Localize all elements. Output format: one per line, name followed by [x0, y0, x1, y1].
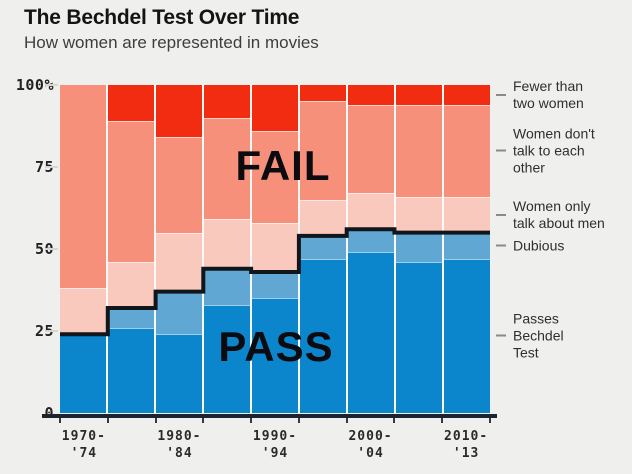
- bar-segment: [204, 219, 250, 269]
- bar-segment: [108, 308, 154, 328]
- y-axis-label: 100%: [15, 76, 54, 94]
- legend-label: Passes Bechdel Test: [513, 310, 564, 361]
- bar-segment: [396, 262, 442, 413]
- fail-annotation: FAIL: [235, 142, 331, 189]
- bar-segment: [348, 193, 394, 230]
- bar-segment: [156, 291, 202, 335]
- legend-label: Fewer than two women: [513, 77, 584, 111]
- stacked-bar-chart: FAIL PASS: [60, 85, 490, 413]
- page-title: The Bechdel Test Over Time: [24, 6, 300, 29]
- bar-segment: [300, 235, 346, 259]
- bar-segment: [348, 229, 394, 253]
- legend-label: Women don't talk to each other: [513, 125, 595, 176]
- bar-segment: [204, 117, 250, 220]
- bar-segment: [300, 101, 346, 200]
- bar-1980-'84: [154, 85, 202, 413]
- legend-tick-mark: [496, 149, 506, 152]
- page-subtitle: How women are represented in movies: [24, 33, 319, 52]
- y-axis-label: 25: [34, 322, 54, 340]
- bar-segment: [252, 271, 298, 299]
- bar-segment: [156, 85, 202, 138]
- bar-segment: [108, 262, 154, 309]
- legend-tick-mark: [496, 334, 506, 337]
- y-axis-label: 75: [34, 158, 54, 176]
- bar-segment: [156, 232, 202, 292]
- legend-item: Women don't talk to each other: [496, 125, 626, 176]
- x-axis-label: 2000- '04: [348, 429, 393, 461]
- x-axis-label: 1970- '74: [61, 429, 106, 461]
- x-axis-tick: [202, 418, 205, 423]
- x-axis-label: 1980- '84: [157, 429, 202, 461]
- x-axis-label: 2010- '13: [444, 429, 489, 461]
- x-axis-tick: [250, 418, 253, 423]
- legend-tick-mark: [496, 93, 506, 96]
- y-axis-label: 0: [44, 404, 54, 422]
- legend-tick-mark: [496, 244, 506, 247]
- bar-segment: [252, 85, 298, 131]
- bar-segment: [156, 334, 202, 413]
- x-axis-tick: [106, 418, 109, 423]
- bar-segment: [60, 85, 106, 289]
- x-axis-tick: [489, 418, 491, 423]
- y-grid-stub: [45, 330, 58, 332]
- legend-item: Passes Bechdel Test: [496, 310, 626, 361]
- bar-segment: [348, 85, 394, 105]
- x-axis-tick: [393, 418, 396, 423]
- bar-segment: [444, 85, 490, 105]
- bar-2010-'13: [442, 85, 490, 413]
- bar-segment: [396, 104, 442, 197]
- bar-segment: [60, 334, 106, 413]
- bar-segment: [204, 268, 250, 305]
- bar-segment: [252, 130, 298, 223]
- bar-segment: [156, 137, 202, 233]
- bar-segment: [396, 232, 442, 263]
- x-axis-tick: [345, 418, 348, 423]
- bar-segment: [60, 288, 106, 335]
- y-grid-stub: [45, 84, 58, 86]
- bar-2000-'04: [346, 85, 394, 413]
- x-axis-tick: [441, 418, 444, 423]
- legend-label: Women only talk about men: [513, 197, 605, 231]
- y-grid-stub: [45, 166, 58, 168]
- x-axis-tick: [59, 418, 61, 423]
- legend-label: Dubious: [513, 237, 565, 254]
- bar-segment: [444, 258, 490, 413]
- x-axis-tick: [154, 418, 157, 423]
- bar-segment: [204, 85, 250, 118]
- bar-segment: [348, 104, 394, 194]
- bar-segment: [300, 85, 346, 102]
- x-axis-tick: [297, 418, 300, 423]
- bar-segment: [348, 252, 394, 413]
- bar-segment: [396, 196, 442, 233]
- bar-segment: [300, 199, 346, 236]
- x-axis-label: 1990- '94: [252, 429, 298, 461]
- bar-2005-'09: [394, 85, 442, 413]
- bar-segment: [108, 121, 154, 263]
- legend-item: Women only talk about men: [496, 198, 626, 232]
- bar-segment: [396, 85, 442, 105]
- bar-segment: [444, 232, 490, 259]
- x-axis-baseline: [42, 414, 497, 418]
- bar-segment: [108, 85, 154, 122]
- bar-1970-'74: [60, 85, 106, 413]
- pass-annotation: PASS: [218, 323, 334, 370]
- bar-segment: [444, 104, 490, 197]
- legend-tick-mark: [496, 213, 506, 216]
- bar-segment: [108, 327, 154, 413]
- bar-1975-'79: [106, 85, 154, 413]
- legend-item: Fewer than two women: [496, 78, 626, 112]
- legend-item: Dubious: [496, 237, 626, 254]
- y-axis-label: 50: [34, 240, 54, 258]
- bar-segment: [252, 222, 298, 272]
- y-grid-stub: [45, 248, 58, 250]
- bar-segment: [444, 196, 490, 233]
